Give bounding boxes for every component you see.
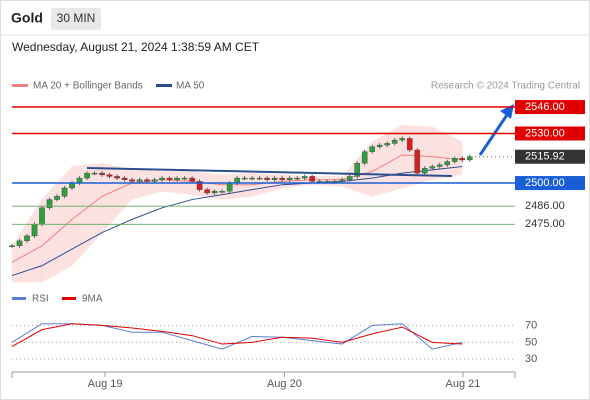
candle (166, 177, 173, 180)
candle (376, 144, 383, 147)
x-tick-label: Aug 21 (446, 378, 481, 390)
candle (241, 177, 248, 180)
candle (151, 179, 158, 182)
candle (219, 191, 225, 193)
candle (249, 177, 255, 180)
candle (211, 191, 218, 194)
level-box (515, 126, 585, 141)
candle (346, 176, 353, 180)
candle (189, 177, 195, 182)
candle (196, 181, 203, 190)
x-tick-label: Aug 19 (88, 378, 123, 390)
candle (181, 177, 188, 180)
rsi-ma-line (11, 323, 463, 348)
candle (121, 177, 128, 180)
candle (174, 177, 180, 180)
candle (331, 181, 338, 183)
candle (369, 146, 376, 152)
candle (399, 138, 406, 141)
candle (391, 139, 398, 144)
candle (444, 161, 451, 166)
candle (459, 158, 466, 161)
trendline (86, 167, 453, 177)
candle (429, 166, 436, 169)
candle (294, 177, 300, 180)
candle (54, 196, 60, 200)
level-label: 2515.92 (525, 151, 565, 163)
rsi-tick-label: 30 (525, 353, 537, 365)
level-label: 2530.00 (525, 127, 565, 139)
legend-swatch (12, 297, 26, 300)
candle (106, 174, 113, 177)
legend-swatch (62, 297, 76, 300)
candle (286, 177, 293, 180)
candle (309, 176, 315, 182)
candle (31, 224, 38, 237)
candle (451, 158, 458, 162)
candle (301, 176, 308, 179)
candle (256, 177, 263, 180)
candle (91, 172, 98, 175)
level-label: 2500.00 (525, 177, 565, 189)
legend-swatch (156, 84, 172, 87)
instrument: Gold (11, 10, 43, 26)
candle (136, 179, 143, 182)
candle (99, 172, 105, 175)
candle (339, 179, 345, 182)
candle (84, 172, 90, 179)
candle (421, 167, 428, 174)
candle (406, 138, 413, 151)
rsi-tick-label: 70 (525, 319, 537, 331)
candle (24, 235, 30, 242)
candle (279, 177, 285, 180)
candle (354, 163, 361, 177)
candle (9, 245, 15, 248)
legend-ma50: MA 50 (176, 81, 205, 92)
candle (129, 179, 135, 182)
level-label: 2475.00 (525, 218, 565, 230)
candle (144, 179, 150, 182)
subtitle: Wednesday, August 21, 2024 1:38:59 AM CE… (12, 40, 260, 54)
source: Research © 2024 Trading Central (431, 81, 580, 92)
legend-ma20: MA 20 + Bollinger Bands (33, 81, 143, 92)
candle (39, 207, 45, 225)
candle (264, 177, 270, 180)
x-tick-label: Aug 20 (267, 378, 302, 390)
candle (204, 189, 210, 194)
candle (466, 156, 473, 161)
level-box (515, 176, 585, 191)
legend-rsi: RSI (32, 294, 49, 305)
candle (159, 177, 165, 180)
level-label: 2546.00 (525, 101, 565, 113)
candle (226, 182, 233, 192)
candle (316, 181, 323, 183)
timeframe-box (51, 8, 101, 30)
candle (436, 164, 443, 167)
candle (16, 240, 23, 247)
candle (324, 181, 330, 183)
level-box (515, 100, 585, 115)
candle (46, 199, 53, 209)
level-box (515, 149, 585, 164)
candle (384, 143, 391, 146)
candle (114, 176, 120, 179)
ma50-line (11, 166, 463, 277)
candle (61, 187, 68, 197)
level-label: 2486.00 (525, 200, 565, 212)
candle (414, 149, 421, 174)
timeframe: 30 MIN (57, 11, 96, 25)
legend-rsi-ma: 9MA (82, 294, 103, 305)
candle (361, 151, 368, 164)
rsi-tick-label: 50 (525, 336, 537, 348)
legend-swatch (12, 84, 28, 87)
candle (271, 177, 278, 180)
